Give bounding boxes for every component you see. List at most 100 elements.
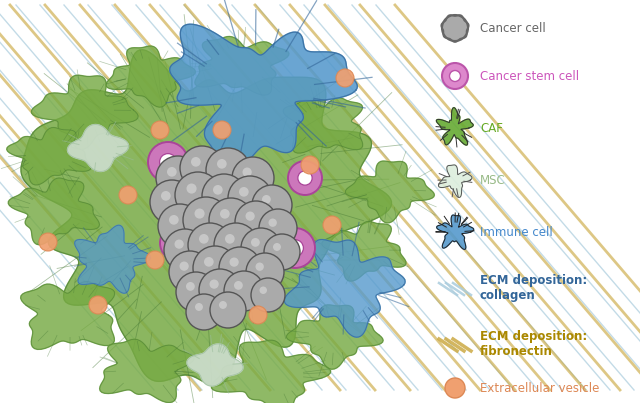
Circle shape (119, 186, 137, 204)
Circle shape (158, 204, 202, 248)
Polygon shape (170, 24, 357, 170)
Circle shape (210, 292, 246, 328)
Circle shape (288, 161, 322, 195)
Polygon shape (8, 178, 99, 245)
Circle shape (235, 201, 277, 243)
Polygon shape (438, 165, 472, 197)
Circle shape (176, 272, 216, 312)
Polygon shape (67, 125, 129, 171)
Circle shape (159, 154, 177, 170)
Circle shape (323, 216, 341, 234)
Circle shape (175, 172, 221, 218)
Circle shape (230, 258, 239, 267)
Circle shape (336, 69, 354, 87)
Circle shape (195, 208, 205, 218)
Circle shape (246, 212, 255, 221)
Circle shape (179, 262, 189, 271)
Polygon shape (75, 225, 150, 293)
Text: Immune cell: Immune cell (480, 226, 553, 239)
Circle shape (148, 142, 188, 182)
Text: ECM deposition:
fibronectin: ECM deposition: fibronectin (480, 330, 588, 358)
Circle shape (175, 239, 184, 249)
Circle shape (301, 156, 319, 174)
Circle shape (259, 209, 297, 247)
Circle shape (213, 121, 231, 139)
Text: Cancer cell: Cancer cell (480, 21, 546, 35)
Circle shape (264, 234, 300, 270)
Circle shape (199, 234, 209, 244)
Circle shape (146, 251, 164, 269)
Polygon shape (322, 221, 406, 281)
Text: CAF: CAF (480, 121, 503, 135)
Circle shape (287, 240, 303, 256)
Polygon shape (7, 127, 91, 185)
Circle shape (209, 280, 219, 289)
Polygon shape (195, 37, 289, 95)
Polygon shape (20, 282, 115, 349)
Circle shape (39, 233, 57, 251)
Circle shape (234, 281, 243, 290)
Circle shape (442, 63, 468, 89)
Circle shape (191, 157, 201, 167)
Circle shape (259, 287, 267, 294)
Circle shape (252, 185, 292, 225)
Circle shape (164, 229, 206, 271)
Circle shape (169, 215, 179, 225)
Circle shape (239, 187, 249, 197)
Circle shape (255, 262, 264, 271)
Polygon shape (100, 339, 194, 403)
Polygon shape (106, 46, 195, 107)
Circle shape (183, 197, 229, 243)
Circle shape (186, 183, 196, 193)
Circle shape (180, 146, 224, 190)
Circle shape (225, 234, 235, 244)
Circle shape (219, 247, 261, 289)
Circle shape (89, 296, 107, 314)
Circle shape (199, 269, 241, 311)
Text: Cancer stem cell: Cancer stem cell (480, 69, 579, 83)
Circle shape (243, 168, 252, 177)
Circle shape (251, 238, 260, 247)
Circle shape (213, 185, 223, 195)
Circle shape (170, 235, 186, 251)
Polygon shape (211, 340, 331, 403)
Circle shape (275, 228, 315, 268)
Circle shape (442, 15, 468, 41)
Circle shape (202, 174, 246, 218)
Circle shape (224, 271, 264, 311)
Polygon shape (21, 50, 392, 386)
Circle shape (169, 251, 211, 293)
Polygon shape (283, 98, 363, 153)
Circle shape (167, 167, 177, 177)
Circle shape (209, 198, 253, 242)
Circle shape (219, 301, 227, 309)
Circle shape (228, 176, 272, 220)
Circle shape (156, 156, 200, 200)
Circle shape (262, 195, 271, 204)
Polygon shape (436, 215, 474, 249)
Circle shape (220, 209, 230, 219)
Circle shape (193, 246, 237, 290)
Circle shape (195, 303, 203, 311)
Circle shape (232, 157, 274, 199)
Circle shape (217, 159, 227, 169)
Text: MSC: MSC (480, 174, 506, 187)
Circle shape (269, 218, 277, 227)
Circle shape (186, 294, 222, 330)
Polygon shape (187, 344, 243, 386)
Circle shape (251, 278, 285, 312)
Polygon shape (284, 239, 405, 337)
Circle shape (161, 191, 171, 201)
Circle shape (273, 243, 281, 251)
Polygon shape (346, 161, 435, 223)
Circle shape (246, 253, 284, 291)
Circle shape (150, 180, 194, 224)
Circle shape (160, 225, 196, 261)
Text: Extracellular vesicle: Extracellular vesicle (480, 382, 600, 395)
Circle shape (298, 171, 312, 185)
Circle shape (186, 282, 195, 291)
Circle shape (445, 378, 465, 398)
Circle shape (204, 257, 214, 267)
Circle shape (449, 71, 461, 81)
Text: ECM deposition:
collagen: ECM deposition: collagen (480, 274, 588, 302)
